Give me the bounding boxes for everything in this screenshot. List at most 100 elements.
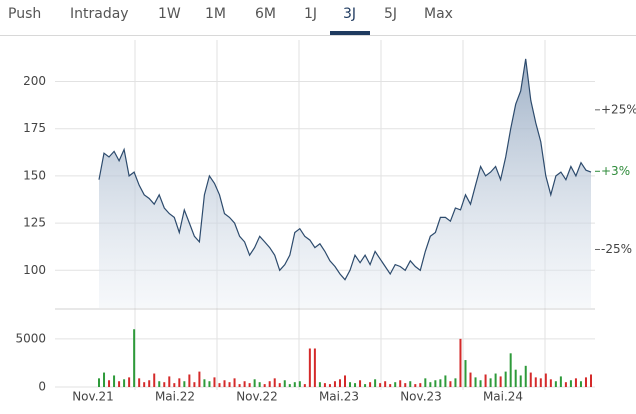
- volume-bar: [514, 369, 517, 387]
- volume-bar: [298, 381, 301, 387]
- volume-bar: [128, 377, 131, 387]
- volume-bar: [213, 377, 216, 387]
- tab[interactable]: Max: [424, 6, 453, 22]
- volume-bar: [123, 379, 126, 387]
- volume-bar: [509, 353, 512, 387]
- volume-bar: [208, 381, 211, 387]
- tab[interactable]: 1J: [304, 6, 317, 22]
- volume-bar: [494, 373, 497, 387]
- volume-bar: [394, 382, 397, 387]
- tab-bar: [0, 0, 636, 35]
- volume-bar: [243, 381, 246, 387]
- volume-bar: [273, 378, 276, 387]
- volume-bar: [424, 378, 427, 387]
- volume-bar: [293, 382, 296, 387]
- volume-bar: [544, 373, 547, 387]
- x-tick-label: Mai.24: [483, 390, 523, 404]
- volume-bar: [534, 377, 537, 387]
- volume-bar: [173, 383, 176, 387]
- volume-bar: [153, 373, 156, 387]
- volume-bar: [253, 379, 256, 387]
- volume-bar: [233, 378, 236, 387]
- price-area: [99, 58, 591, 309]
- volume-bar: [524, 365, 527, 387]
- volume-bar: [223, 380, 226, 387]
- volume-bar: [359, 380, 362, 387]
- volume-bar: [454, 378, 457, 387]
- tab-selected-underline: [330, 31, 370, 35]
- y-tick-label: 125: [23, 216, 46, 230]
- volume-bar: [519, 375, 522, 387]
- volume-bar: [113, 375, 116, 387]
- volume-bar: [404, 383, 407, 387]
- volume-bar: [590, 374, 592, 387]
- volume-bar: [178, 378, 181, 387]
- tab[interactable]: Push: [8, 6, 41, 22]
- x-tick-label: Mai.22: [155, 390, 195, 404]
- volume-bar: [148, 380, 151, 387]
- volume-bar: [313, 348, 316, 387]
- volume-bar: [504, 371, 507, 387]
- volume-bar: [98, 378, 100, 387]
- y-tick-label: 0: [38, 380, 46, 394]
- volume-bar: [499, 376, 502, 387]
- x-tick-label: Nov.22: [236, 390, 278, 404]
- volume-bar: [369, 382, 372, 387]
- price-line: [98, 58, 592, 281]
- volume-bar: [364, 384, 367, 387]
- volume-bar: [268, 381, 271, 387]
- y-tick-label: 175: [23, 121, 46, 135]
- volume-bar: [564, 382, 567, 387]
- volume-bar: [439, 379, 442, 387]
- tab[interactable]: 1M: [205, 6, 226, 22]
- volume-bar: [303, 384, 306, 387]
- volume-bar: [218, 383, 221, 387]
- volume-bar: [188, 374, 191, 387]
- volume-bar: [559, 376, 562, 387]
- volume-bar: [464, 360, 467, 387]
- volume-bar: [374, 379, 377, 387]
- volume-bar: [158, 381, 161, 387]
- x-tick-label: Nov.23: [400, 390, 442, 404]
- tab[interactable]: 6M: [255, 6, 276, 22]
- volume-bar: [318, 382, 321, 387]
- y-tick-label: 5000: [15, 331, 46, 345]
- x-tick-label: Mai.23: [319, 390, 359, 404]
- volume-bar: [469, 372, 472, 387]
- tab[interactable]: Intraday: [70, 6, 129, 22]
- last-label: +3%: [601, 164, 630, 178]
- volume-bar: [168, 376, 171, 387]
- volume-bar: [248, 383, 251, 387]
- volume-bar: [549, 379, 552, 387]
- volume-bar: [569, 380, 572, 387]
- volume-bar: [409, 381, 412, 387]
- volume-bar: [584, 377, 587, 387]
- volume-bar: [238, 384, 241, 387]
- volume-bar: [474, 377, 477, 387]
- tab[interactable]: 3J: [343, 6, 356, 22]
- volume-bar: [328, 384, 331, 387]
- volume-bar: [539, 378, 542, 387]
- volume-bar: [484, 374, 487, 387]
- y2-tick-label: +25%: [601, 102, 636, 116]
- volume-bar: [579, 381, 582, 387]
- volume-bar: [489, 378, 492, 387]
- volume-bar: [479, 380, 482, 387]
- tab[interactable]: 5J: [384, 6, 397, 22]
- volume-bar: [103, 372, 106, 387]
- volume-bar: [133, 329, 136, 387]
- tab[interactable]: 1W: [158, 6, 181, 22]
- volume-bar: [283, 380, 286, 387]
- volume-bar: [419, 383, 422, 387]
- volume-bar: [193, 382, 196, 387]
- volume-bar: [143, 382, 146, 387]
- volume-bar: [338, 379, 341, 387]
- volume-bar: [323, 383, 326, 387]
- volume-bar: [108, 380, 111, 387]
- y-tick-label: 100: [23, 263, 46, 277]
- volume-bar: [399, 380, 402, 387]
- volume-bar: [554, 381, 557, 387]
- volume-bar: [183, 381, 186, 387]
- volume-bar: [263, 384, 266, 387]
